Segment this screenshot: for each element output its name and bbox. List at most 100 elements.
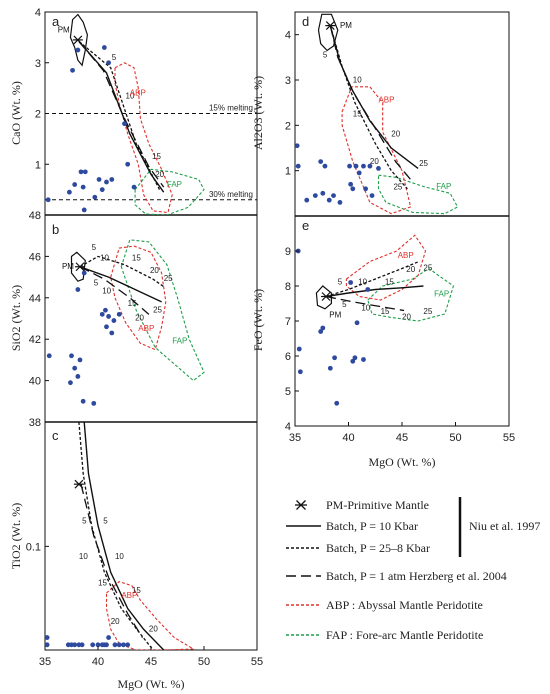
sample-point bbox=[116, 311, 122, 317]
ytick-label-b: 42 bbox=[29, 334, 41, 346]
sample-point bbox=[106, 314, 111, 319]
sample-point bbox=[348, 280, 354, 285]
melt-percent-label: 5 bbox=[342, 300, 347, 309]
sample-point bbox=[327, 365, 333, 371]
sample-point bbox=[131, 184, 137, 190]
abp-field bbox=[341, 86, 412, 215]
sample-point bbox=[332, 355, 337, 361]
batch-10kbar-curve bbox=[83, 422, 165, 650]
ylabel-tio2: TiO2 (Wt. %) bbox=[9, 503, 23, 570]
sample-point bbox=[92, 194, 98, 200]
sample-point bbox=[116, 642, 122, 648]
sample-point bbox=[125, 161, 131, 167]
fap-field bbox=[120, 239, 205, 382]
sample-point bbox=[77, 357, 83, 363]
ytick-label-top-b: 48 bbox=[29, 210, 41, 222]
melt-percent-label: 15 bbox=[98, 579, 107, 588]
melt-percent-label: 25 bbox=[393, 183, 402, 192]
sample-point bbox=[318, 159, 324, 165]
legend-item-batch10: Batch, P = 10 Kbar bbox=[286, 519, 418, 533]
melt-percent-label: 20 bbox=[150, 266, 159, 275]
label-fap: FAP bbox=[434, 290, 449, 299]
legend-label-abp: ABP : Abyssal Mantle Peridotite bbox=[326, 598, 483, 612]
panel-a-cao: 15% melting 30% melting 5 10 15 20 PM ABP FAP bbox=[45, 13, 257, 215]
fap-field bbox=[367, 267, 455, 322]
ytick-label-d: 1 bbox=[285, 166, 291, 178]
sample-point bbox=[318, 329, 324, 334]
sample-point bbox=[334, 400, 340, 406]
sample-point bbox=[81, 270, 87, 276]
sample-point bbox=[353, 163, 359, 169]
batch-25-8kbar-curve bbox=[329, 25, 408, 190]
xtick-label-e: 45 bbox=[396, 432, 408, 444]
batch-10kbar-curve bbox=[329, 25, 419, 169]
legend-label-batch10: Batch, P = 10 Kbar bbox=[326, 519, 418, 533]
label-pm: PM bbox=[340, 21, 352, 30]
melting-label-15: 15% melting bbox=[209, 104, 253, 113]
batch-10kbar-curve bbox=[79, 266, 162, 303]
panel-label-a: a bbox=[52, 14, 60, 29]
melt-percent-label: 15 bbox=[132, 586, 141, 595]
sample-point bbox=[295, 163, 301, 169]
legend-item-abp: ABP : Abyssal Mantle Peridotite bbox=[286, 598, 483, 612]
sample-point bbox=[72, 182, 78, 187]
ytick-label-e: 8 bbox=[285, 281, 291, 293]
label-pm: PM bbox=[62, 262, 74, 271]
sample-point bbox=[348, 181, 354, 187]
ytick-label-e: 5 bbox=[285, 386, 291, 398]
sample-point bbox=[101, 45, 107, 50]
fap-field bbox=[377, 174, 459, 215]
melt-percent-label: 25 bbox=[419, 159, 428, 168]
sample-point bbox=[82, 169, 88, 175]
melt-percent-label: 10 bbox=[361, 304, 370, 313]
ytick-label-e: 7 bbox=[285, 316, 291, 328]
sample-point bbox=[320, 190, 326, 196]
sample-point bbox=[365, 287, 371, 292]
sample-point bbox=[72, 365, 78, 371]
sample-point bbox=[121, 642, 126, 648]
melt-percent-label: 20 bbox=[370, 157, 379, 166]
abp-field bbox=[105, 580, 196, 650]
melt-percent-label: 25 bbox=[164, 274, 173, 283]
sample-point bbox=[111, 318, 117, 323]
melt-percent-label: 25 bbox=[153, 305, 162, 314]
panel-d-al2o3: 5 10 15 20 20 25 25 PM ABP FAP bbox=[295, 13, 459, 215]
ylabel-al2o3: Al2O3 (Wt. %) bbox=[251, 76, 265, 150]
sample-point bbox=[106, 60, 111, 66]
sample-point bbox=[295, 143, 300, 149]
xtick-label-c: 40 bbox=[92, 656, 104, 668]
label-fap: FAP bbox=[167, 180, 182, 189]
sample-point bbox=[320, 325, 326, 331]
legend-label-batch1: Batch, P = 1 atm Herzberg et al. 2004 bbox=[326, 569, 507, 583]
melt-percent-label: 20 bbox=[135, 314, 144, 323]
legend-label-pm: PM-Primitive Mantle bbox=[326, 498, 429, 512]
batch-1atm-curve bbox=[329, 25, 414, 183]
pm-field bbox=[69, 13, 89, 67]
melt-percent-label: 20 bbox=[391, 130, 400, 139]
legend-label-batch25: Batch, P = 25–8 Kbar bbox=[326, 541, 430, 555]
melt-percent-label: 20 bbox=[155, 170, 164, 179]
sample-point bbox=[350, 358, 356, 364]
sample-point bbox=[369, 193, 375, 199]
fap-field bbox=[134, 168, 205, 215]
sample-point bbox=[337, 200, 343, 205]
legend-reference: Niu et al. 1997 bbox=[469, 519, 540, 533]
batch-25-8kbar-curve bbox=[78, 40, 161, 190]
sample-point bbox=[322, 163, 328, 169]
batch-25-8kbar-curve bbox=[325, 260, 420, 298]
melt-percent-label: 5 bbox=[338, 277, 343, 286]
sample-point bbox=[109, 330, 115, 336]
sample-point bbox=[80, 184, 86, 190]
legend-item-batch1: Batch, P = 1 atm Herzberg et al. 2004 bbox=[286, 569, 507, 583]
melt-percent-label: 10 bbox=[115, 552, 124, 561]
panel-label-d: d bbox=[302, 14, 309, 29]
melt-percent-label: 10 bbox=[358, 277, 367, 286]
melt-percent-label: 20 bbox=[406, 265, 415, 274]
melt-percent-label: 15 bbox=[152, 152, 161, 161]
label-abp: ABP bbox=[138, 324, 154, 333]
sample-point bbox=[297, 369, 303, 375]
batch-1atm-curve bbox=[78, 40, 165, 188]
ytick-label-e: 9 bbox=[285, 246, 291, 258]
melt-percent-label: 15 bbox=[353, 109, 362, 118]
